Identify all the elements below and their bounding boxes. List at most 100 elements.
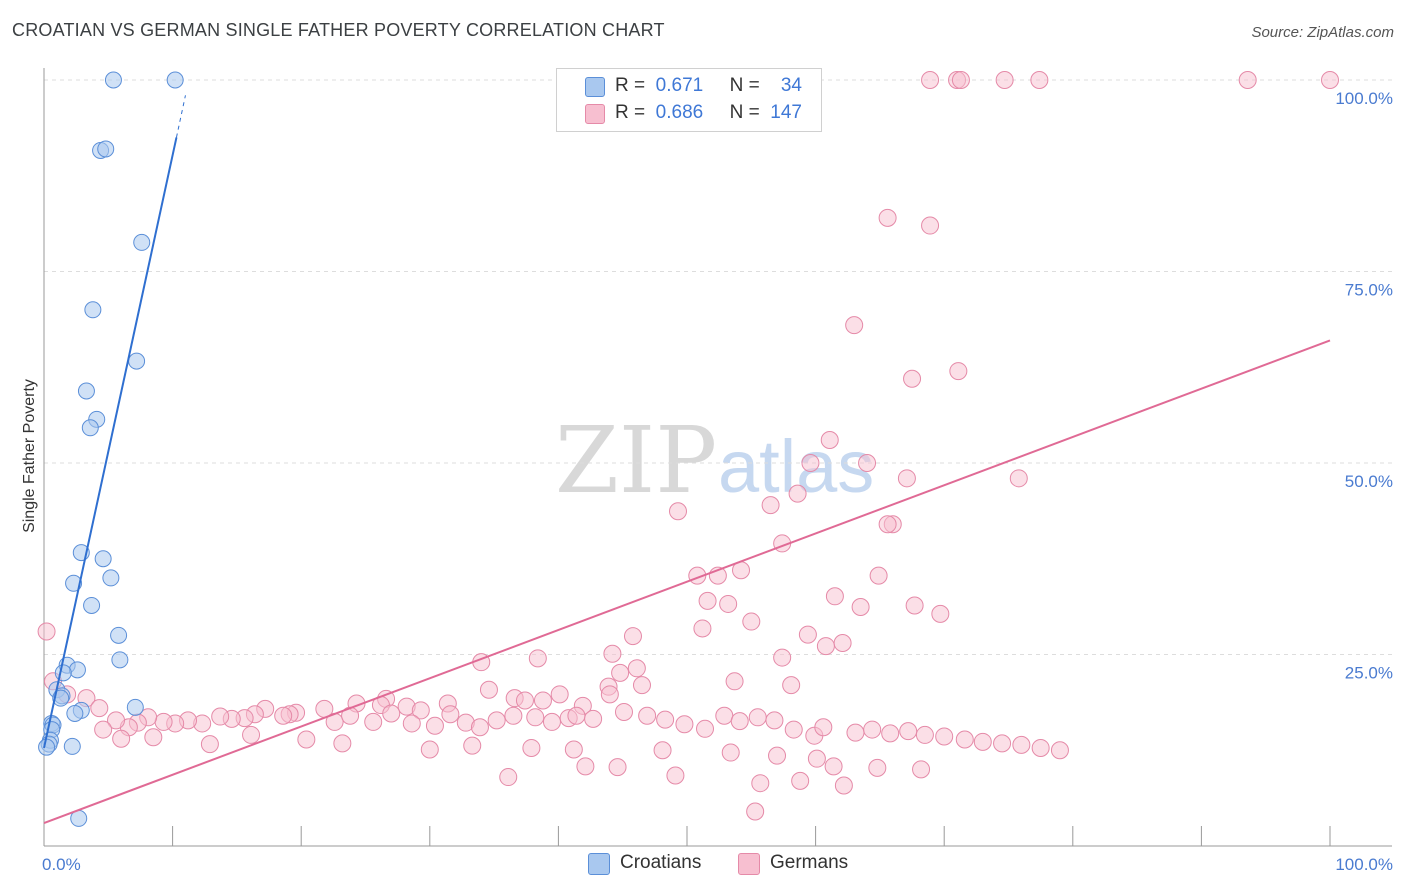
legend-r-value: 0.671 [655, 75, 704, 96]
y-tick-label: 25.0% [1345, 664, 1393, 683]
german-point [915, 725, 934, 744]
german-point [567, 706, 586, 725]
legend-n-label: N = [729, 102, 760, 123]
german-point [878, 515, 897, 534]
german-point [903, 369, 922, 388]
german-point [931, 604, 950, 623]
german-point [693, 619, 712, 638]
german-point [1012, 735, 1031, 754]
german-point [897, 469, 916, 488]
german-point [526, 708, 545, 727]
legend-croatians-text: R = 0.671 N = 34 [615, 75, 802, 97]
german-point [807, 749, 826, 768]
german-point [154, 712, 173, 731]
german-point [463, 736, 482, 755]
german-point [611, 663, 630, 682]
german-point [935, 727, 954, 746]
croatian-point [38, 738, 56, 756]
german-point [608, 758, 627, 777]
germans-swatch [585, 104, 605, 124]
german-point [627, 659, 646, 678]
german-point [995, 71, 1014, 89]
chart-title: CROATIAN VS GERMAN SINGLE FATHER POVERTY… [12, 20, 665, 40]
croatian-point [83, 596, 101, 614]
german-point [274, 706, 293, 725]
croatian-point [104, 71, 122, 89]
german-point [869, 566, 888, 585]
german-point [656, 710, 675, 729]
german-point [863, 720, 882, 739]
german-point [761, 496, 780, 515]
german-point [788, 484, 807, 503]
german-point [748, 708, 767, 727]
croatian-point [94, 550, 112, 568]
croatians-points [38, 71, 184, 827]
german-point [1238, 71, 1257, 89]
german-point [951, 71, 970, 89]
german-point [912, 760, 931, 779]
axes [43, 68, 1392, 847]
german-point [993, 734, 1012, 753]
germans-legend-label: Germans [770, 852, 849, 873]
german-point [515, 691, 534, 710]
croatian-point [133, 233, 151, 251]
german-point [668, 502, 687, 521]
german-point [1321, 71, 1339, 89]
german-point [1050, 741, 1069, 760]
german-point [364, 712, 383, 731]
croatian-point [65, 574, 83, 592]
croatians-legend-swatch [588, 853, 610, 875]
german-point [614, 702, 633, 721]
watermark-zip: ZIP [555, 407, 717, 514]
german-point [791, 771, 810, 790]
german-point [112, 729, 131, 748]
german-point [550, 685, 569, 704]
german-point [825, 587, 844, 606]
german-point [411, 701, 430, 720]
german-point [441, 705, 460, 724]
german-point [742, 612, 761, 631]
x-tick-label: 0.0% [42, 855, 81, 874]
y-tick-label: 50.0% [1345, 472, 1393, 491]
german-point [846, 723, 865, 742]
german-point [487, 711, 506, 730]
german-point [470, 718, 489, 737]
german-point [834, 776, 853, 795]
german-point [814, 718, 833, 737]
y-tick-label: 75.0% [1345, 281, 1393, 300]
german-point [211, 707, 230, 726]
croatian-point [166, 71, 184, 89]
german-point [824, 757, 843, 776]
croatian-point [84, 301, 102, 319]
german-point [698, 591, 717, 610]
german-point [90, 699, 109, 718]
legend-r-value: 0.686 [655, 102, 704, 123]
source-label: Source: ZipAtlas.com [1251, 24, 1394, 41]
german-point [751, 774, 770, 793]
german-point [479, 680, 498, 699]
legend-n-value: 147 [770, 102, 802, 123]
german-point [528, 649, 547, 668]
german-point [782, 676, 801, 695]
legend-n-label: N = [729, 75, 760, 96]
german-point [504, 706, 523, 725]
legend-n-value: 34 [780, 75, 802, 96]
german-point [1009, 469, 1028, 488]
german-point [881, 724, 900, 743]
croatians-swatch [585, 77, 605, 97]
german-point [576, 757, 595, 776]
croatian-point [54, 664, 72, 682]
german-point [878, 208, 897, 227]
german-point [200, 735, 219, 754]
german-point [653, 741, 672, 760]
german-point [584, 709, 603, 728]
german-point [973, 732, 992, 751]
watermark: ZIP atlas [555, 407, 874, 514]
german-point [603, 644, 622, 663]
german-point [37, 622, 56, 641]
german-point [623, 627, 642, 646]
german-point [858, 454, 877, 472]
croatian-point [102, 569, 120, 587]
german-point [402, 714, 421, 733]
german-point [632, 676, 651, 695]
